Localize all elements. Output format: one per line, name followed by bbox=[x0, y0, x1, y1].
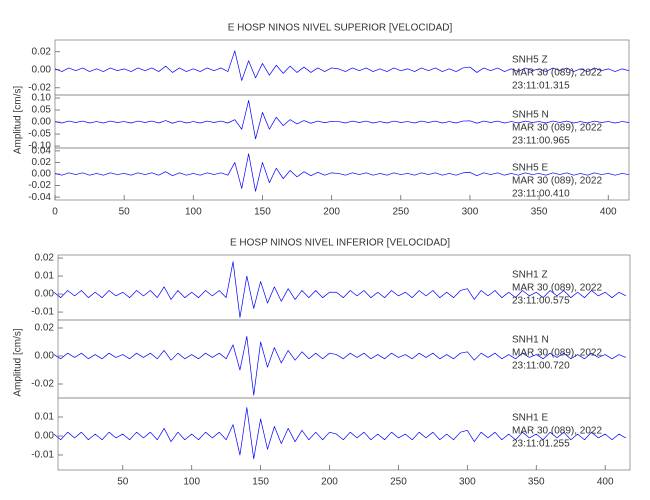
panel-frame bbox=[57, 319, 631, 399]
x-tick-label: 150 bbox=[254, 207, 271, 218]
y-tick-label: 0.05 bbox=[32, 105, 52, 116]
y-tick-label: 0.10 bbox=[32, 93, 52, 104]
station-annotation: MAR 30 (089), 2022 bbox=[512, 68, 602, 79]
station-annotation: MAR 30 (089), 2022 bbox=[512, 176, 602, 187]
x-tick-label: 250 bbox=[390, 477, 407, 488]
y-tick-label: 0.00 bbox=[35, 351, 55, 362]
station-annotation: 23:11:00.575 bbox=[512, 296, 570, 307]
station-annotation: 23:11:00.410 bbox=[512, 189, 570, 200]
waveform bbox=[53, 407, 627, 460]
y-tick-label: 0.01 bbox=[35, 412, 55, 423]
y-tick-label: -0.02 bbox=[28, 82, 51, 93]
y-tick-label: 0.02 bbox=[32, 157, 52, 168]
station-annotation: MAR 30 (089), 2022 bbox=[512, 348, 602, 359]
y-tick-label: -0.02 bbox=[28, 180, 51, 191]
y-tick-label: 0.00 bbox=[35, 431, 55, 442]
station-annotation: 23:11:01.315 bbox=[512, 81, 570, 92]
station-annotation: MAR 30 (089), 2022 bbox=[512, 426, 602, 437]
station-annotation: 23:11:01.255 bbox=[512, 439, 570, 450]
waveform bbox=[53, 336, 627, 396]
x-tick-label: 0 bbox=[52, 207, 58, 218]
waveform bbox=[54, 100, 630, 140]
y-tick-label: 0.00 bbox=[35, 289, 55, 300]
x-tick-label: 50 bbox=[117, 477, 129, 488]
y-tick-label: 0.02 bbox=[35, 323, 55, 334]
waveform bbox=[54, 50, 630, 81]
station-annotation: 23:11:00.720 bbox=[512, 361, 570, 372]
y-tick-label: -0.01 bbox=[31, 307, 54, 318]
y-axis-label: Amplitud [cm/s] bbox=[13, 86, 24, 155]
chart-title: E HOSP NINOS NIVEL SUPERIOR [VELOCIDAD] bbox=[228, 23, 453, 34]
station-annotation: SNH1 Z bbox=[512, 270, 548, 281]
y-tick-label: 0.04 bbox=[32, 146, 52, 157]
waveform bbox=[53, 261, 627, 318]
station-annotation: SNH1 N bbox=[512, 335, 549, 346]
y-tick-label: -0.04 bbox=[28, 192, 51, 203]
y-tick-label: 0.00 bbox=[32, 117, 52, 128]
y-axis-label: Amplitud [cm/s] bbox=[13, 328, 24, 397]
x-tick-label: 200 bbox=[321, 477, 338, 488]
station-annotation: SNH1 E bbox=[512, 413, 548, 424]
x-tick-label: 150 bbox=[252, 477, 269, 488]
y-tick-label: -0.10 bbox=[28, 141, 51, 152]
y-tick-label: 0.02 bbox=[35, 253, 55, 264]
station-annotation: 23:11:00.965 bbox=[512, 136, 570, 147]
y-tick-label: 0.02 bbox=[32, 46, 52, 57]
x-tick-label: 200 bbox=[323, 207, 340, 218]
y-tick-label: 0.01 bbox=[35, 271, 55, 282]
x-tick-label: 350 bbox=[531, 207, 548, 218]
x-tick-label: 400 bbox=[597, 477, 614, 488]
x-tick-label: 50 bbox=[119, 207, 131, 218]
station-annotation: SNH5 Z bbox=[512, 55, 548, 66]
station-annotation: SNH5 N bbox=[512, 110, 549, 121]
x-tick-label: 400 bbox=[600, 207, 617, 218]
chart-title: E HOSP NINOS NIVEL INFERIOR [VELOCIDAD] bbox=[230, 238, 450, 249]
station-annotation: MAR 30 (089), 2022 bbox=[512, 123, 602, 134]
y-tick-label: -0.01 bbox=[31, 450, 54, 461]
y-tick-label: -0.05 bbox=[28, 129, 51, 140]
y-tick-label: 0.00 bbox=[32, 64, 52, 75]
x-tick-label: 100 bbox=[183, 477, 200, 488]
y-tick-label: 0.00 bbox=[32, 169, 52, 180]
y-tick-label: -0.02 bbox=[31, 379, 54, 390]
x-tick-label: 350 bbox=[528, 477, 545, 488]
x-tick-label: 250 bbox=[392, 207, 409, 218]
panel-frame bbox=[57, 397, 631, 471]
x-tick-label: 300 bbox=[462, 207, 479, 218]
x-tick-label: 100 bbox=[185, 207, 202, 218]
x-tick-label: 300 bbox=[459, 477, 476, 488]
station-annotation: MAR 30 (089), 2022 bbox=[512, 283, 602, 294]
station-annotation: SNH5 E bbox=[512, 163, 548, 174]
waveform bbox=[54, 153, 630, 192]
